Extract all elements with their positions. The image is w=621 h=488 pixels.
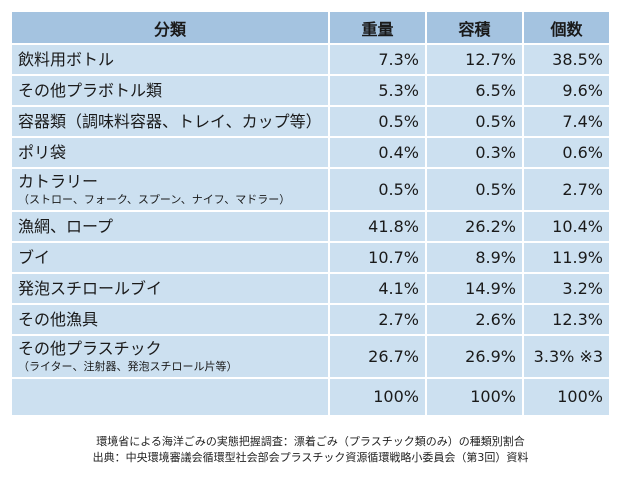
- row-weight: 26.7%: [328, 334, 427, 379]
- header-count: 個数: [522, 10, 611, 45]
- row-category-label: その他プラボトル類: [18, 80, 163, 100]
- row-category-cell: ポリ袋: [10, 136, 330, 169]
- row-weight: 0.4%: [328, 136, 427, 169]
- row-category-label: 飲料用ボトル: [18, 49, 115, 69]
- row-category-label: 漁網、ロープ: [18, 216, 114, 236]
- row-category-label: ブイ: [18, 247, 51, 267]
- row-category-label: その他漁具: [18, 309, 99, 329]
- row-category-label: カトラリー: [18, 171, 99, 191]
- caption: 環境省による海洋ごみの実態把握調査：漂着ごみ（プラスチック類のみ）の種類別割合 …: [0, 434, 621, 466]
- row-weight: 5.3%: [328, 74, 427, 107]
- row-category-detail: （ライター、注射器、発泡スチロール片等）: [18, 359, 238, 373]
- total-volume: 100%: [425, 377, 524, 417]
- row-category-label: 発泡スチロールブイ: [18, 278, 163, 298]
- table-row: 飲料用ボトル 7.3% 12.7% 38.5%: [10, 43, 611, 76]
- row-volume: 8.9%: [425, 241, 524, 274]
- row-weight: 4.1%: [328, 272, 427, 305]
- row-category-cell: 容器類（調味料容器、トレイ、カップ等）: [10, 105, 330, 138]
- row-volume: 12.7%: [425, 43, 524, 76]
- row-count: 3.3% ※3: [522, 334, 611, 379]
- row-weight: 2.7%: [328, 303, 427, 336]
- row-count: 7.4%: [522, 105, 611, 138]
- table-row: その他プラボトル類 5.3% 6.5% 9.6%: [10, 74, 611, 107]
- table-row: カトラリー （ストロー、フォーク、スプーン、ナイフ、マドラー） 0.5% 0.5% 2.…: [10, 167, 611, 212]
- header-weight: 重量: [328, 10, 427, 45]
- total-label: [10, 377, 330, 417]
- table-row: ポリ袋 0.4% 0.3% 0.6%: [10, 136, 611, 169]
- row-category-label: 容器類（調味料容器、トレイ、カップ等）: [18, 111, 322, 131]
- table-row: ブイ 10.7% 8.9% 11.9%: [10, 241, 611, 274]
- row-count: 11.9%: [522, 241, 611, 274]
- total-count: 100%: [522, 377, 611, 417]
- row-weight: 0.5%: [328, 105, 427, 138]
- caption-title: 環境省による海洋ごみの実態把握調査：漂着ごみ（プラスチック類のみ）の種類別割合: [96, 435, 525, 448]
- row-category-cell: その他プラスチック （ライター、注射器、発泡スチロール片等）: [10, 334, 330, 379]
- table-row: 漁網、ロープ 41.8% 26.2% 10.4%: [10, 210, 611, 243]
- row-volume: 14.9%: [425, 272, 524, 305]
- header-volume: 容積: [425, 10, 524, 45]
- row-category-cell: その他漁具: [10, 303, 330, 336]
- table-row: 発泡スチロールブイ 4.1% 14.9% 3.2%: [10, 272, 611, 305]
- row-category-cell: カトラリー （ストロー、フォーク、スプーン、ナイフ、マドラー）: [10, 167, 330, 212]
- row-count: 38.5%: [522, 43, 611, 76]
- row-category-cell: ブイ: [10, 241, 330, 274]
- row-volume: 0.5%: [425, 167, 524, 212]
- row-volume: 26.2%: [425, 210, 524, 243]
- row-weight: 10.7%: [328, 241, 427, 274]
- total-weight: 100%: [328, 377, 427, 417]
- row-volume: 0.3%: [425, 136, 524, 169]
- row-category-label: ポリ袋: [18, 142, 67, 162]
- table-row: 容器類（調味料容器、トレイ、カップ等） 0.5% 0.5% 7.4%: [10, 105, 611, 138]
- header-category: 分類: [10, 10, 330, 45]
- caption-source: 出典：中央環境審議会循環型社会部会プラスチック資源循環戦略小委員会（第3回）資料: [92, 451, 529, 464]
- table-row: その他漁具 2.7% 2.6% 12.3%: [10, 303, 611, 336]
- table-row: その他プラスチック （ライター、注射器、発泡スチロール片等） 26.7% 26.9% 3…: [10, 334, 611, 379]
- row-category-cell: 発泡スチロールブイ: [10, 272, 330, 305]
- row-category-cell: その他プラボトル類: [10, 74, 330, 107]
- data-table: 分類 重量 容積 個数 飲料用ボトル 7.3% 12.7% 38.5% その他プラボトル…: [10, 10, 611, 417]
- total-row: 100% 100% 100%: [10, 377, 611, 417]
- row-volume: 26.9%: [425, 334, 524, 379]
- header-row: 分類 重量 容積 個数: [10, 10, 611, 45]
- row-volume: 2.6%: [425, 303, 524, 336]
- row-count: 10.4%: [522, 210, 611, 243]
- row-category-detail: （ストロー、フォーク、スプーン、ナイフ、マドラー）: [18, 192, 291, 206]
- row-count: 3.2%: [522, 272, 611, 305]
- row-count: 2.7%: [522, 167, 611, 212]
- row-count: 12.3%: [522, 303, 611, 336]
- table-body: 飲料用ボトル 7.3% 12.7% 38.5% その他プラボトル類 5.3% 6.5% 9.6…: [10, 43, 611, 417]
- table-header: 分類 重量 容積 個数: [10, 10, 611, 45]
- row-weight: 0.5%: [328, 167, 427, 212]
- row-weight: 41.8%: [328, 210, 427, 243]
- row-volume: 0.5%: [425, 105, 524, 138]
- row-count: 9.6%: [522, 74, 611, 107]
- row-volume: 6.5%: [425, 74, 524, 107]
- row-count: 0.6%: [522, 136, 611, 169]
- row-category-label: その他プラスチック: [18, 338, 162, 358]
- row-weight: 7.3%: [328, 43, 427, 76]
- row-category-cell: 漁網、ロープ: [10, 210, 330, 243]
- row-category-cell: 飲料用ボトル: [10, 43, 330, 76]
